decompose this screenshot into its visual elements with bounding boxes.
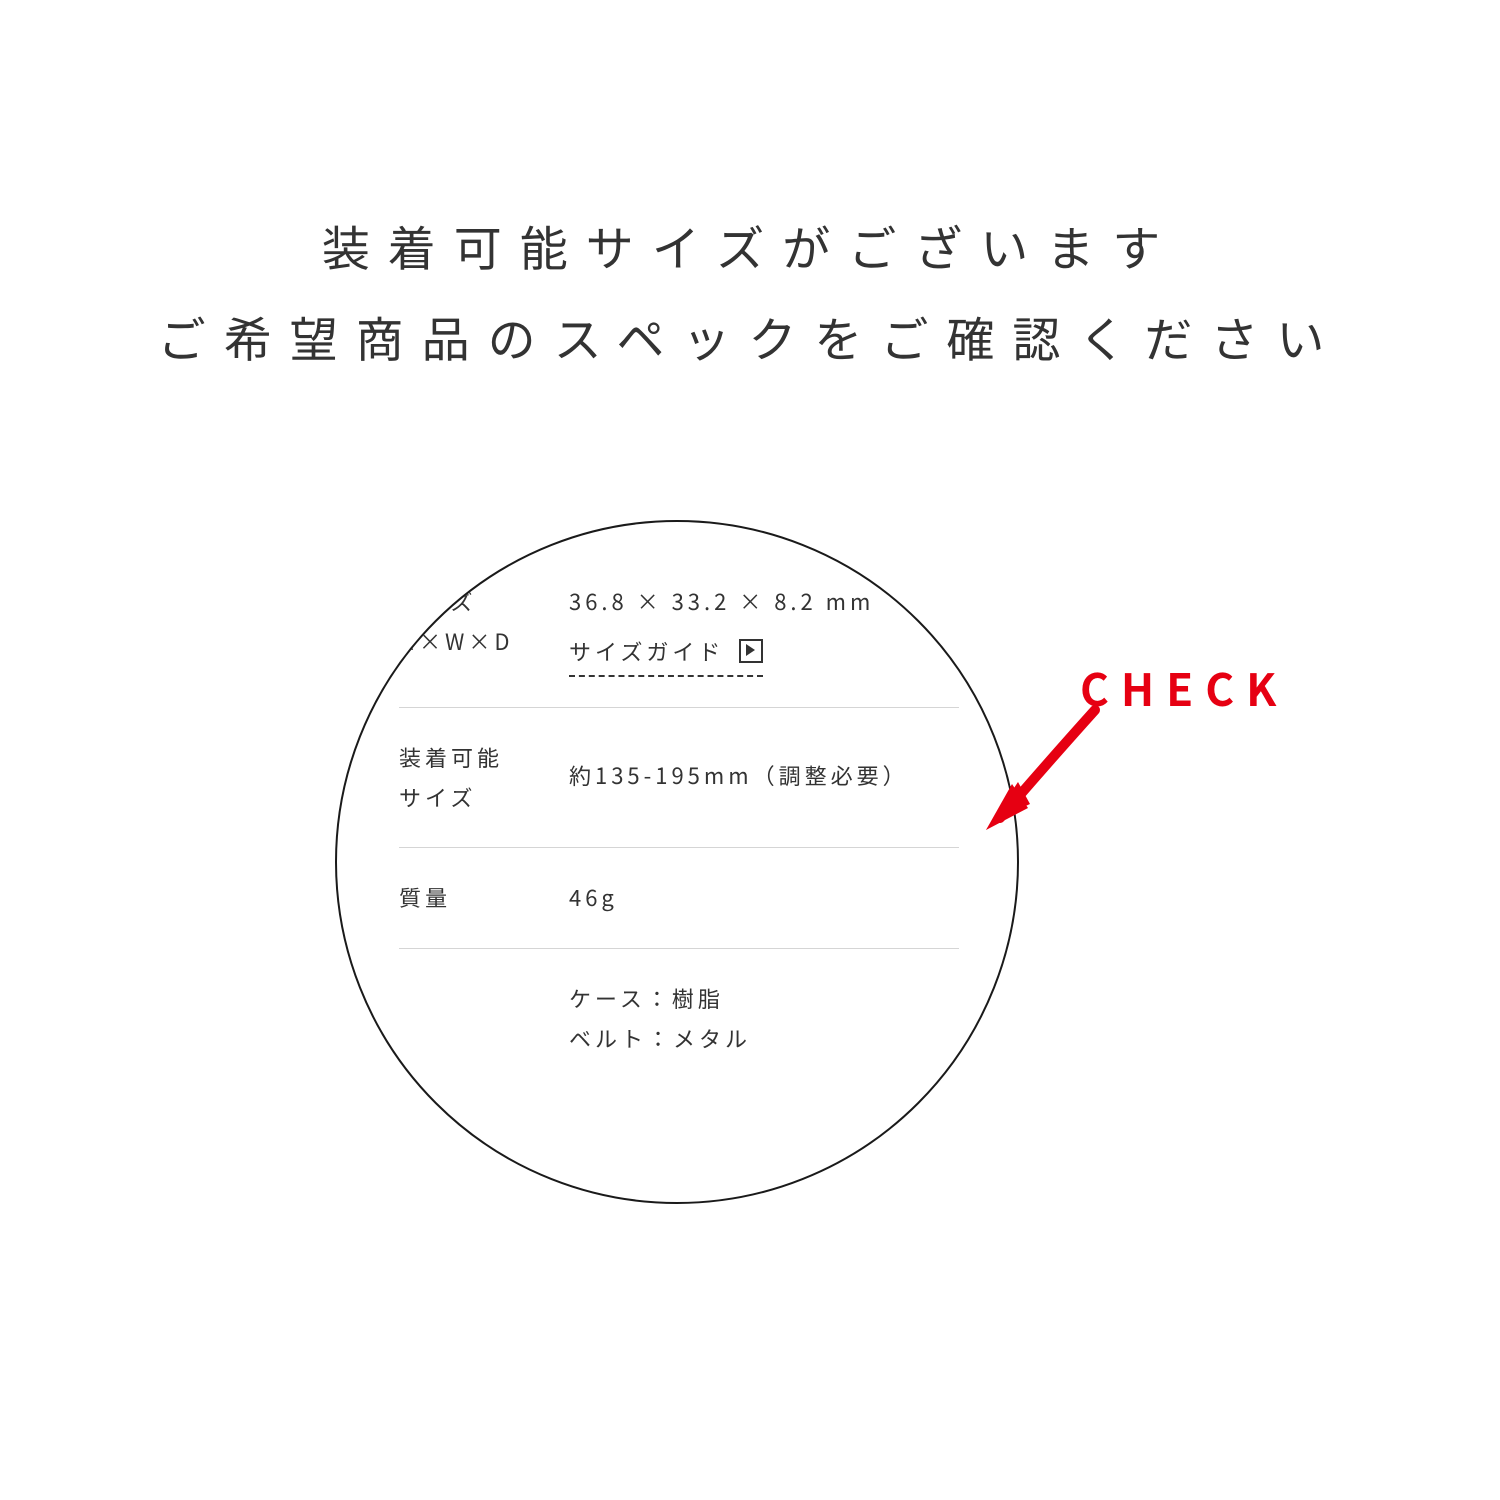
- spec-label-size-l1: サイズ: [399, 582, 569, 622]
- spec-row-material: ケース：樹脂 ベルト：メタル: [399, 949, 959, 1088]
- size-guide-label: サイズガイド: [569, 635, 724, 667]
- spec-label-mass: 質量: [399, 878, 569, 918]
- headline-line-2: ご希望商品のスペックをご確認ください: [0, 291, 1500, 382]
- check-arrow-icon: [960, 690, 1130, 850]
- spec-table: サイズ H×W×D 36.8 × 33.2 × 8.2 mm サイズガイド 装着…: [399, 552, 959, 1088]
- spec-label-wearable-l1: 装着可能: [399, 738, 569, 778]
- magnifier-circle: サイズ H×W×D 36.8 × 33.2 × 8.2 mm サイズガイド 装着…: [335, 520, 1019, 1204]
- spec-value-size: 36.8 × 33.2 × 8.2 mm サイズガイド: [569, 582, 959, 677]
- headline-line-1: 装着可能サイズがございます: [0, 200, 1500, 291]
- spec-label-size-l2: H×W×D: [399, 622, 569, 662]
- spec-value-wearable: 約135-195mm（調整必要）: [569, 738, 959, 796]
- spec-row-wearable: 装着可能 サイズ 約135-195mm（調整必要）: [399, 708, 959, 848]
- spec-row-size: サイズ H×W×D 36.8 × 33.2 × 8.2 mm サイズガイド: [399, 552, 959, 708]
- spec-row-mass: 質量 46g: [399, 848, 959, 949]
- size-guide-link[interactable]: サイズガイド: [569, 632, 763, 678]
- spec-label-wearable-l2: サイズ: [399, 778, 569, 818]
- headline-block: 装着可能サイズがございます ご希望商品のスペックをご確認ください: [0, 200, 1500, 382]
- play-icon: [739, 639, 763, 663]
- spec-material-case: ケース：樹脂: [569, 979, 959, 1019]
- spec-wearable-value-text: 約135-195mm（調整必要）: [569, 759, 909, 791]
- spec-value-material: ケース：樹脂 ベルト：メタル: [569, 979, 959, 1058]
- spec-value-mass: 46g: [569, 878, 959, 918]
- spec-material-belt: ベルト：メタル: [569, 1019, 959, 1059]
- page: 装着可能サイズがございます ご希望商品のスペックをご確認ください サイズ H×W…: [0, 0, 1500, 1500]
- spec-size-value-text: 36.8 × 33.2 × 8.2 mm: [569, 582, 959, 622]
- spec-label-size: サイズ H×W×D: [399, 582, 569, 661]
- spec-label-wearable: 装着可能 サイズ: [399, 738, 569, 817]
